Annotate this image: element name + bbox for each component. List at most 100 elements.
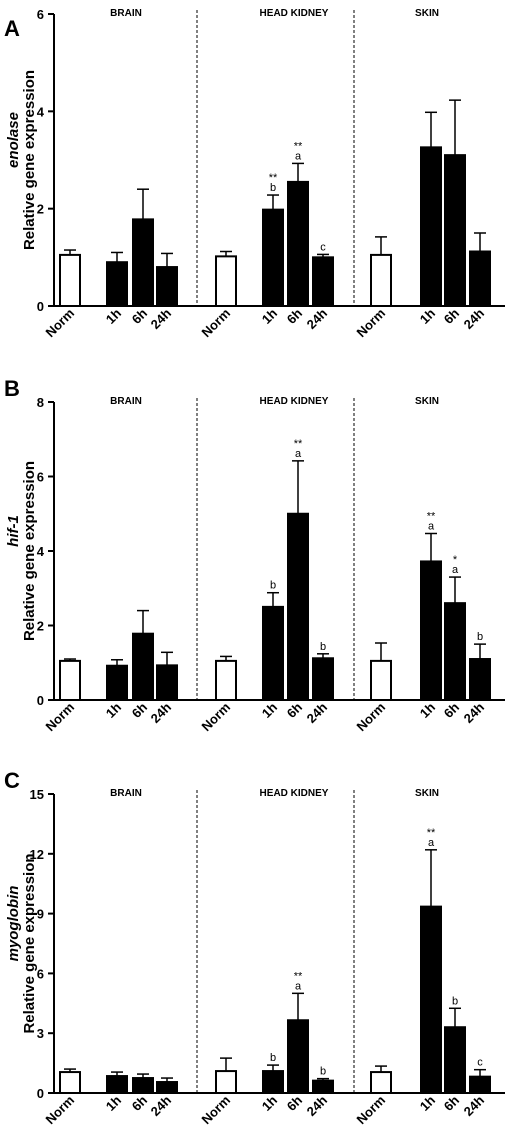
significance-label: b (270, 1052, 276, 1064)
significance-label: b (320, 1066, 326, 1078)
x-tick-label: 1h (103, 305, 124, 326)
x-tick-label: 24h (461, 305, 487, 331)
x-tick-label: 1h (103, 1092, 124, 1113)
y-tick-label: 8 (37, 395, 44, 410)
bar (287, 1019, 309, 1095)
group-label: SKIN (415, 788, 439, 799)
group-label: SKIN (415, 8, 439, 19)
x-tick-label: 24h (304, 1092, 330, 1118)
x-tick-label: 1h (417, 305, 438, 326)
x-tick-label: 6h (284, 699, 305, 720)
group-label: BRAIN (110, 8, 142, 19)
x-tick-label: Norm (199, 1093, 234, 1128)
bar (132, 632, 154, 702)
bar (132, 218, 154, 307)
significance-label: ** (294, 970, 303, 982)
x-tick-label: Norm (43, 306, 78, 341)
significance-label: b (270, 580, 276, 592)
bar (59, 1071, 81, 1094)
y-axis-label: Relative gene expression (21, 853, 38, 1033)
significance-label: a (295, 448, 302, 460)
y-axis-label: Relative gene expression (21, 70, 38, 250)
y-axis-gene-label: enolase (5, 112, 22, 168)
bar (156, 664, 178, 701)
bar (156, 1081, 178, 1094)
bar (215, 1070, 237, 1095)
bar (420, 560, 442, 701)
bar (370, 253, 392, 307)
bar (312, 256, 334, 308)
panel-b: B 0 2 4 6 8 hif-1 Relative gene expression BRAIN… (4, 376, 505, 734)
bar (469, 1075, 491, 1094)
y-tick-label: 6 (37, 966, 44, 981)
x-tick-label: 24h (461, 1092, 487, 1118)
y-tick-label: 0 (37, 299, 44, 314)
panel-letter: C (4, 768, 20, 793)
x-tick-label: 1h (103, 699, 124, 720)
group-label: BRAIN (110, 396, 142, 407)
bar (420, 905, 442, 1095)
x-tick-label: Norm (43, 700, 78, 735)
y-axis-gene-label: myoglobin (5, 886, 22, 962)
bar (59, 253, 81, 307)
x-tick-label: 6h (441, 305, 462, 326)
y-tick-label: 6 (37, 470, 44, 485)
significance-label: b (320, 641, 326, 653)
x-tick-label: 6h (284, 1092, 305, 1113)
y-tick-label: 0 (37, 693, 44, 708)
significance-label: ** (427, 510, 436, 522)
x-tick-label: 6h (284, 305, 305, 326)
x-tick-label: 1h (259, 699, 280, 720)
x-tick-label: 24h (148, 1092, 174, 1118)
significance-label: c (320, 241, 326, 253)
x-tick-label: 1h (259, 305, 280, 326)
panel-letter: A (4, 16, 20, 41)
bar (106, 664, 128, 701)
bar (215, 255, 237, 307)
bar (312, 657, 334, 702)
bar (262, 1070, 284, 1095)
significance-label: c (477, 1057, 483, 1069)
significance-label: a (295, 150, 302, 162)
bar (469, 250, 491, 307)
x-tick-label: Norm (43, 1093, 78, 1128)
bar (156, 266, 178, 308)
bar (312, 1079, 334, 1095)
y-tick-label: 2 (37, 619, 44, 634)
significance-label: * (453, 554, 458, 566)
x-tick-label: 24h (304, 305, 330, 331)
bar (370, 1071, 392, 1094)
bar (287, 180, 309, 307)
panel-c: C 0 3 6 9 12 15 myoglobin Relative gene expressi… (4, 768, 505, 1127)
bar (106, 261, 128, 308)
significance-label: a (428, 837, 435, 849)
y-tick-label: 2 (37, 202, 44, 217)
y-tick-label: 0 (37, 1086, 44, 1101)
y-tick-label: 15 (30, 787, 44, 802)
bar (420, 146, 442, 307)
bar (262, 605, 284, 701)
y-axis-label: Relative gene expression (21, 461, 38, 641)
bar (444, 1026, 466, 1094)
x-tick-label: 6h (129, 305, 150, 326)
y-axis-gene-label: hif-1 (5, 515, 22, 547)
significance-label: b (452, 995, 458, 1007)
y-tick-label: 4 (37, 544, 45, 559)
group-label: BRAIN (110, 788, 142, 799)
x-tick-label: 24h (148, 305, 174, 331)
x-tick-label: 24h (461, 699, 487, 725)
panel-a: A 0 2 4 6 enolase Relative gene expression BRAI… (4, 7, 505, 340)
bar (287, 512, 309, 701)
y-tick-label: 3 (37, 1026, 44, 1041)
x-tick-label: 6h (441, 1092, 462, 1113)
panel-letter: B (4, 376, 20, 401)
x-tick-label: Norm (354, 700, 389, 735)
bar (444, 154, 466, 307)
bar (106, 1075, 128, 1094)
x-tick-label: Norm (354, 1093, 389, 1128)
x-tick-label: 6h (441, 699, 462, 720)
x-tick-label: Norm (354, 306, 389, 341)
significance-label: ** (427, 827, 436, 839)
